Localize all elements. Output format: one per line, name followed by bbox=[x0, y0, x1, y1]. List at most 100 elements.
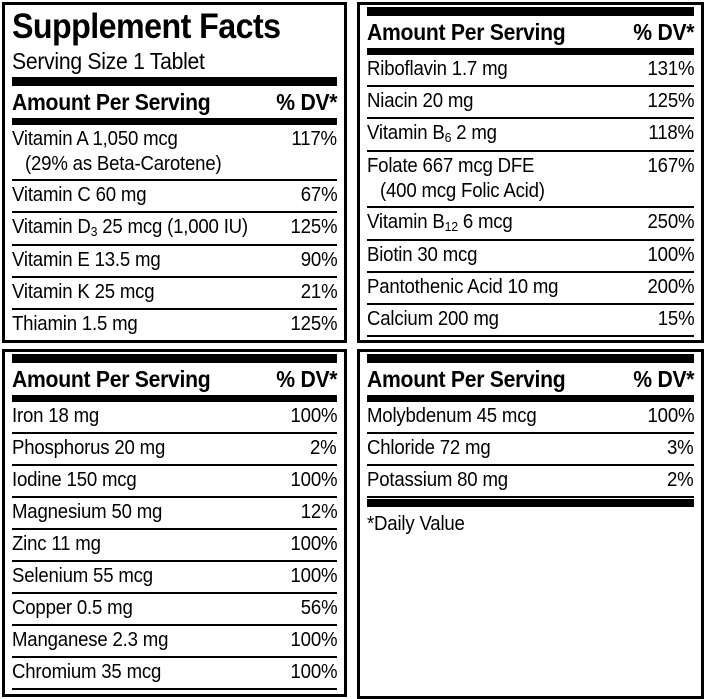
header-bar-top bbox=[367, 7, 694, 16]
nutrient-row: Vitamin B12 6 mcg 250% bbox=[367, 208, 694, 241]
nutrient-name: Magnesium 50 mg bbox=[12, 501, 163, 523]
percent-dv-label: % DV* bbox=[276, 89, 337, 115]
nutrient-row: Potassium 80 mg 2% bbox=[367, 466, 694, 498]
nutrient-percent-dv: 90% bbox=[300, 249, 337, 271]
panel-bottom-left: Amount Per Serving % DV* Iron 18 mg 100% P… bbox=[2, 349, 347, 697]
nutrient-name: Thiamin 1.5 mg bbox=[12, 313, 138, 335]
nutrient-row: Vitamin C 60 mg 67% bbox=[12, 181, 337, 213]
nutrient-row: Vitamin D3 25 mcg (1,000 IU) 125% bbox=[12, 213, 337, 246]
nutrient-percent-dv: 3% bbox=[667, 437, 694, 459]
nutrient-percent-dv: 12% bbox=[300, 501, 337, 523]
nutrient-percent-dv: 167% bbox=[647, 155, 694, 177]
nutrient-row-main: Manganese 2.3 mg 100% bbox=[12, 626, 337, 656]
nutrient-row: Vitamin B6 2 mg 118% bbox=[367, 119, 694, 152]
nutrient-percent-dv: 2% bbox=[667, 469, 694, 491]
nutrient-row: Vitamin A 1,050 mcg 117% (29% as Beta-Caro… bbox=[12, 125, 337, 181]
nutrient-row-main: Vitamin E 13.5 mg 90% bbox=[12, 246, 337, 276]
nutrient-name: Molybdenum 45 mcg bbox=[367, 405, 537, 427]
nutrient-name: Vitamin C 60 mg bbox=[12, 184, 147, 206]
nutrient-name: Iodine 150 mcg bbox=[12, 469, 137, 491]
nutrient-name: Chromium 35 mcg bbox=[12, 661, 162, 683]
nutrient-percent-dv: 67% bbox=[300, 184, 337, 206]
nutrient-row-main: Calcium 200 mg 15% bbox=[367, 305, 694, 335]
nutrient-row-main: Niacin 20 mg 125% bbox=[367, 87, 694, 117]
nutrient-rows-top-right: Riboflavin 1.7 mg 131% Niacin 20 mg 125% Vit… bbox=[367, 55, 694, 337]
nutrient-row: Molybdenum 45 mcg 100% bbox=[367, 402, 694, 434]
footnote-separator-bar bbox=[367, 499, 694, 507]
nutrient-name: Folate 667 mcg DFE bbox=[367, 155, 535, 177]
nutrient-percent-dv: 100% bbox=[290, 629, 337, 651]
nutrient-name: Riboflavin 1.7 mg bbox=[367, 58, 508, 80]
nutrient-row-main: Phosphorus 20 mg 2% bbox=[12, 434, 337, 464]
nutrient-percent-dv: 200% bbox=[647, 276, 694, 298]
nutrient-row: Vitamin K 25 mcg 21% bbox=[12, 278, 337, 310]
amount-per-serving-label: Amount Per Serving bbox=[12, 366, 211, 392]
nutrient-name: Iron 18 mg bbox=[12, 405, 100, 427]
nutrient-rows-top-left: Vitamin A 1,050 mcg 117% (29% as Beta-Caro… bbox=[12, 125, 337, 340]
nutrient-percent-dv: 15% bbox=[657, 308, 694, 330]
nutrient-row-main: Vitamin K 25 mcg 21% bbox=[12, 278, 337, 308]
header-bar-bottom bbox=[367, 48, 694, 55]
nutrient-row: Vitamin E 13.5 mg 90% bbox=[12, 246, 337, 278]
nutrient-name: Biotin 30 mcg bbox=[367, 244, 478, 266]
nutrient-subline-wrap: (400 mcg Folic Acid) bbox=[367, 179, 694, 206]
nutrient-row: Chromium 35 mcg 100% bbox=[12, 658, 337, 690]
nutrient-subline-wrap: (29% as Beta-Carotene) bbox=[12, 152, 337, 179]
nutrient-percent-dv: 100% bbox=[647, 405, 694, 427]
nutrient-row-main: Selenium 55 mcg 100% bbox=[12, 562, 337, 592]
header-bar-bottom bbox=[12, 395, 337, 402]
nutrient-row-main: Iodine 150 mcg 100% bbox=[12, 466, 337, 496]
nutrient-row-main: Vitamin B6 2 mg 118% bbox=[367, 119, 694, 150]
nutrient-percent-dv: 250% bbox=[647, 211, 694, 233]
nutrient-row: Biotin 30 mcg 100% bbox=[367, 241, 694, 273]
nutrient-row: Chloride 72 mg 3% bbox=[367, 434, 694, 466]
nutrient-percent-dv: 118% bbox=[648, 122, 695, 144]
nutrient-name: Phosphorus 20 mg bbox=[12, 437, 166, 459]
percent-dv-label: % DV* bbox=[276, 366, 337, 392]
nutrient-percent-dv: 100% bbox=[290, 469, 337, 491]
nutrient-name: Calcium 200 mg bbox=[367, 308, 499, 330]
nutrient-row-main: Chromium 35 mcg 100% bbox=[12, 658, 337, 688]
percent-dv-label: % DV* bbox=[633, 366, 694, 392]
nutrient-row-main: Iron 18 mg 100% bbox=[12, 402, 337, 432]
nutrient-row-main: Vitamin A 1,050 mcg 117% bbox=[12, 125, 337, 155]
nutrient-row-main: Thiamin 1.5 mg 125% bbox=[12, 310, 337, 340]
nutrient-name-subscript: 3 bbox=[90, 223, 98, 239]
nutrient-name: Vitamin E 13.5 mg bbox=[12, 249, 161, 271]
nutrient-name: Vitamin D3 25 mcg (1,000 IU) bbox=[12, 216, 248, 239]
serving-size-text: Serving Size 1 Tablet bbox=[12, 48, 205, 74]
nutrient-row-main: Magnesium 50 mg 12% bbox=[12, 498, 337, 528]
nutrient-row: Selenium 55 mcg 100% bbox=[12, 562, 337, 594]
nutrient-row-main: Folate 667 mcg DFE 167% bbox=[367, 152, 694, 182]
nutrient-percent-dv: 100% bbox=[290, 565, 337, 587]
nutrient-name: Selenium 55 mcg bbox=[12, 565, 153, 587]
nutrient-subline: (400 mcg Folic Acid) bbox=[380, 180, 545, 202]
header-bar-top bbox=[12, 354, 337, 363]
percent-dv-label: % DV* bbox=[633, 19, 694, 45]
column-header-row: Amount Per Serving % DV* bbox=[367, 16, 694, 48]
nutrient-name: Potassium 80 mg bbox=[367, 469, 508, 491]
nutrient-rows-bottom-right: Molybdenum 45 mcg 100% Chloride 72 mg 3% Pot… bbox=[367, 402, 694, 498]
nutrient-row: Iron 18 mg 100% bbox=[12, 402, 337, 434]
nutrient-name-subscript: 6 bbox=[444, 129, 452, 145]
nutrient-percent-dv: 125% bbox=[647, 90, 694, 112]
nutrient-percent-dv: 100% bbox=[290, 405, 337, 427]
nutrient-row-main: Chloride 72 mg 3% bbox=[367, 434, 694, 464]
nutrient-row: Niacin 20 mg 125% bbox=[367, 87, 694, 119]
header-bar-top bbox=[12, 77, 337, 86]
nutrient-row-main: Vitamin C 60 mg 67% bbox=[12, 181, 337, 211]
nutrient-name: Copper 0.5 mg bbox=[12, 597, 133, 619]
nutrient-name: Niacin 20 mg bbox=[367, 90, 474, 112]
nutrient-row: Zinc 11 mg 100% bbox=[12, 530, 337, 562]
nutrient-percent-dv: 56% bbox=[300, 597, 337, 619]
nutrient-row-main: Vitamin D3 25 mcg (1,000 IU) 125% bbox=[12, 213, 337, 244]
nutrient-row-main: Vitamin B12 6 mcg 250% bbox=[367, 208, 694, 239]
nutrient-row: Folate 667 mcg DFE 167% (400 mcg Folic Aci… bbox=[367, 152, 694, 208]
daily-value-footnote: *Daily Value bbox=[367, 513, 465, 535]
nutrient-row-main: Potassium 80 mg 2% bbox=[367, 466, 694, 496]
column-header-row: Amount Per Serving % DV* bbox=[12, 363, 337, 395]
amount-per-serving-label: Amount Per Serving bbox=[367, 366, 566, 392]
nutrient-row: Phosphorus 20 mg 2% bbox=[12, 434, 337, 466]
nutrient-percent-dv: 100% bbox=[647, 244, 694, 266]
column-header-row: Amount Per Serving % DV* bbox=[12, 86, 337, 118]
